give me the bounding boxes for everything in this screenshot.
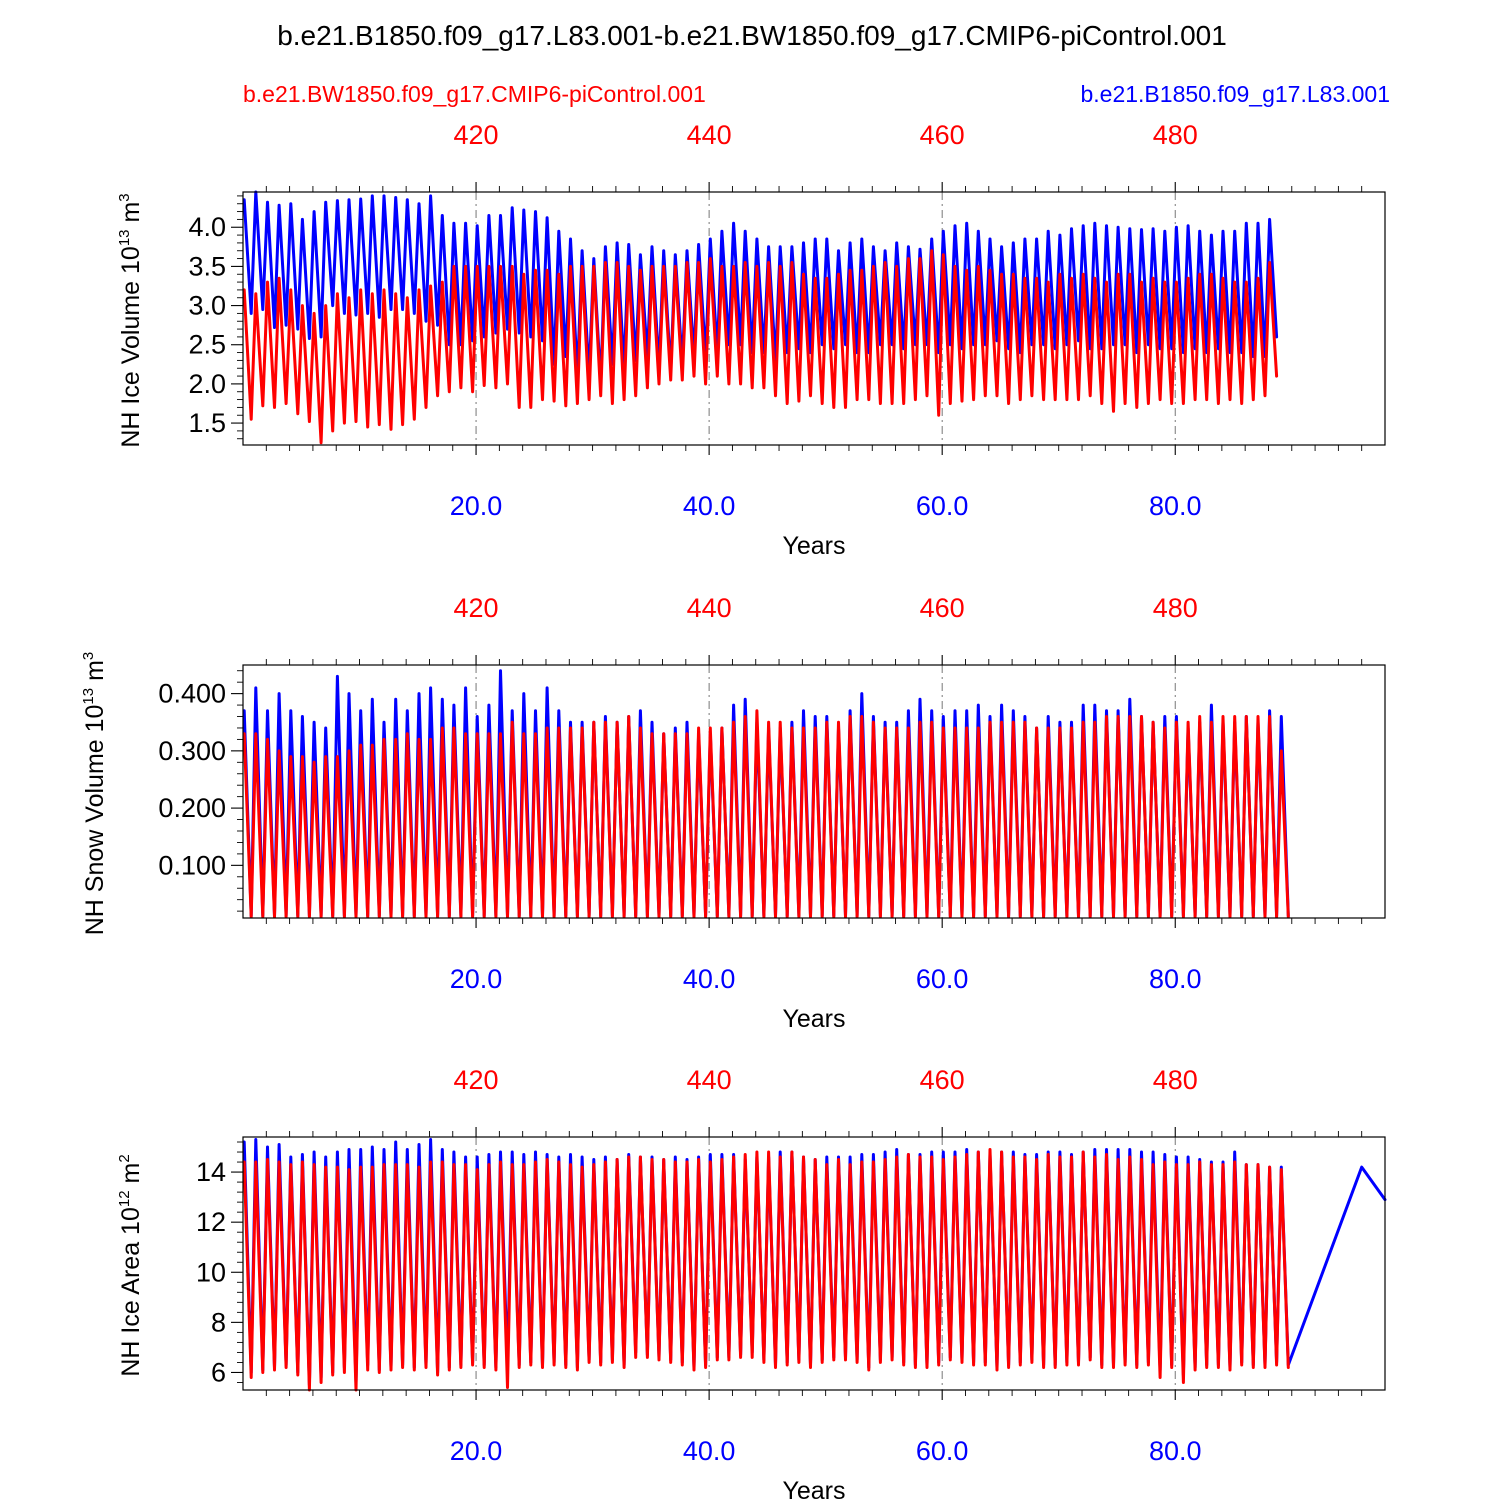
ice-area-x-tick-label: 80.0 — [1149, 1436, 1202, 1466]
ice-area-series-bw1850-line — [242, 1148, 1290, 1392]
snow-volume-x-tick-label: 20.0 — [450, 964, 503, 994]
snow-volume-plot-frame — [242, 664, 1386, 919]
snow-volume-y-tick-label: 0.100 — [158, 850, 226, 880]
snow-volume-x-tick-label: 80.0 — [1149, 964, 1202, 994]
ice-volume-x-axis-title: Years — [782, 532, 845, 560]
legend-bw1850-case: b.e21.BW1850.f09_g17.CMIP6-piControl.001 — [243, 81, 706, 107]
ice-area-top-tick-label: 420 — [454, 1065, 499, 1095]
ice-volume-y-tick-label: 4.0 — [188, 212, 226, 242]
panel-ice-volume: 20.0 40.0 60.0 80.0 420 440 460 480 Years 4.0 3.5 3… — [116, 120, 1386, 560]
ice-volume-x-tick-label: 40.0 — [683, 491, 736, 521]
ice-area-x-tick-label: 20.0 — [450, 1436, 503, 1466]
ice-area-top-tick-label: 440 — [687, 1065, 732, 1095]
ice-area-x-tick-label: 40.0 — [683, 1436, 736, 1466]
ice-volume-x-tick-label: 80.0 — [1149, 491, 1202, 521]
legend-b1850-case: b.e21.B1850.f09_g17.L83.001 — [1080, 81, 1390, 107]
ice-volume-x-tick-label: 60.0 — [916, 491, 969, 521]
ice-area-y-tick-label: 6 — [211, 1357, 226, 1387]
snow-volume-y-axis-title: NH Snow Volume 1013 m3 — [80, 652, 109, 936]
snow-volume-x-tick-label: 40.0 — [683, 964, 736, 994]
ice-area-y-tick-label: 12 — [196, 1207, 226, 1237]
ice-volume-y-tick-label: 1.5 — [188, 408, 226, 438]
panel-ice-area: 20.0 40.0 60.0 80.0 420 440 460 480 Years 14 12 10 8… — [116, 1065, 1387, 1500]
ice-area-y-axis-title: NH Ice Area 1012 m2 — [116, 1154, 145, 1376]
snow-volume-y-tick-label: 0.200 — [158, 793, 226, 823]
ice-volume-series-b1850-line — [242, 190, 1279, 386]
ice-area-top-tick-label: 460 — [920, 1065, 965, 1095]
ice-area-top-tick-label: 480 — [1153, 1065, 1198, 1095]
ice-volume-series-bw1850-line — [242, 249, 1279, 445]
snow-volume-y-tick-label: 0.400 — [158, 679, 226, 709]
ice-volume-y-tick-label: 3.5 — [188, 251, 226, 281]
ice-area-y-tick-label: 8 — [211, 1307, 226, 1337]
snow-volume-top-tick-label: 440 — [687, 593, 732, 623]
ice-area-x-tick-label: 60.0 — [916, 1436, 969, 1466]
ice-volume-top-tick-label: 480 — [1153, 120, 1198, 150]
figure-title: b.e21.B1850.f09_g17.L83.001-b.e21.BW1850… — [277, 20, 1227, 51]
ice-volume-top-tick-label: 420 — [454, 120, 499, 150]
ice-volume-y-tick-label: 2.0 — [188, 369, 226, 399]
ice-area-plot-frame — [242, 1136, 1386, 1391]
ice-area-y-tick-label: 14 — [196, 1157, 226, 1187]
snow-volume-top-tick-label: 480 — [1153, 593, 1198, 623]
snow-volume-x-axis-title: Years — [782, 1005, 845, 1033]
snow-volume-top-tick-label: 460 — [920, 593, 965, 623]
snow-volume-series-bw1850-line — [242, 709, 1290, 919]
snow-volume-top-tick-label: 420 — [454, 593, 499, 623]
ice-volume-y-axis-title: NH Ice Volume 1013 m3 — [116, 193, 145, 447]
panel-snow-volume: 20.0 40.0 60.0 80.0 420 440 460 480 Years 0.400 0.… — [80, 593, 1386, 1033]
snow-volume-x-tick-label: 60.0 — [916, 964, 969, 994]
ice-volume-top-tick-label: 460 — [920, 120, 965, 150]
ice-volume-y-tick-label: 3.0 — [188, 291, 226, 321]
ice-area-x-axis-title: Years — [782, 1477, 845, 1500]
ice-volume-x-tick-label: 20.0 — [450, 491, 503, 521]
snow-volume-y-tick-label: 0.300 — [158, 736, 226, 766]
ice-volume-y-tick-label: 2.5 — [188, 330, 226, 360]
ice-volume-plot-frame — [242, 191, 1386, 446]
ice-area-y-tick-label: 10 — [196, 1257, 226, 1287]
ice-volume-top-tick-label: 440 — [687, 120, 732, 150]
